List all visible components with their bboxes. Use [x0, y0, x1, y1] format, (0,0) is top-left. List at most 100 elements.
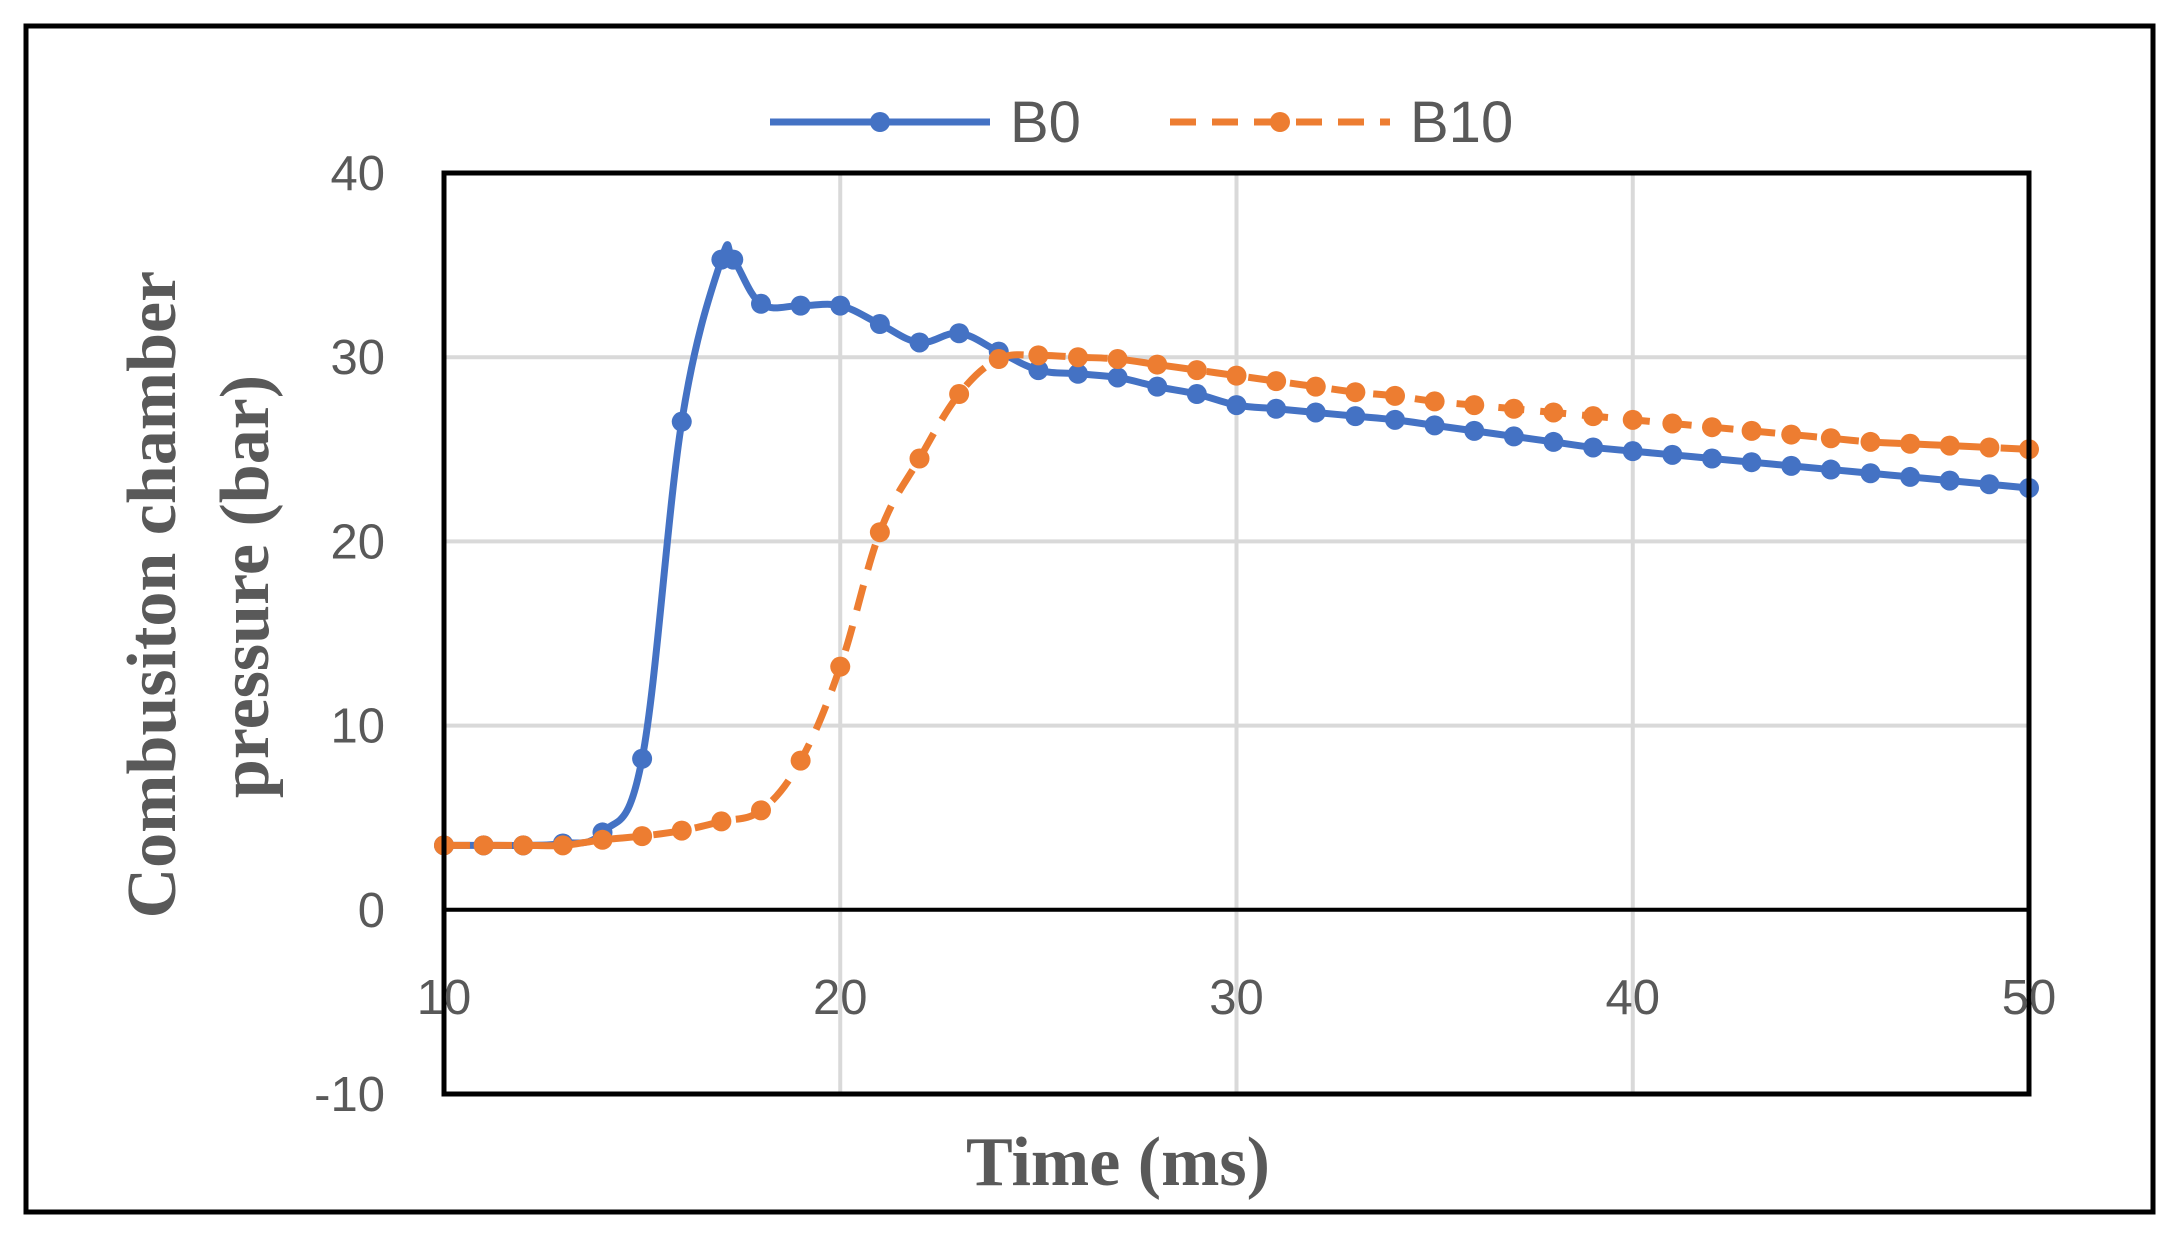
data-point-B0 [869, 314, 890, 335]
data-point-B0 [1464, 420, 1485, 441]
data-point-B0 [909, 332, 930, 353]
data-point-B0 [1385, 409, 1405, 430]
data-point-B10 [909, 448, 930, 469]
data-point-B10 [1702, 417, 1722, 438]
x-tick-label: 20 [813, 971, 868, 1025]
data-point-B0 [1702, 448, 1722, 469]
data-point-B0 [1186, 384, 1207, 405]
data-point-B0 [1622, 441, 1643, 462]
legend-item-B0: B0 [770, 90, 1081, 155]
data-point-B0 [1820, 459, 1841, 480]
data-point-B0 [1860, 463, 1881, 484]
legend-label-B10: B10 [1410, 90, 1513, 155]
data-point-B10 [473, 835, 494, 856]
data-point-B10 [1345, 382, 1366, 403]
y-tick-label: 30 [330, 331, 385, 385]
data-point-B10 [988, 349, 1009, 370]
data-point-B10 [1543, 402, 1564, 423]
legend-item-B10: B10 [1170, 90, 1513, 155]
data-point-B10 [1622, 409, 1643, 430]
data-point-B0 [632, 748, 653, 769]
data-point-B10 [1820, 428, 1841, 449]
data-point-B10 [1186, 360, 1207, 381]
data-point-B0 [1147, 376, 1168, 397]
data-point-B10 [1068, 347, 1088, 368]
data-point-B10 [1147, 354, 1168, 375]
data-point-B0 [1305, 402, 1326, 423]
data-point-B10 [513, 835, 534, 856]
data-point-B10 [949, 384, 970, 405]
data-point-B0 [751, 293, 771, 314]
data-point-B10 [1226, 365, 1247, 386]
data-point-B10 [1107, 349, 1128, 370]
x-tick-label: 50 [2002, 971, 2057, 1025]
data-point-B10 [1900, 433, 1921, 454]
data-point-B10 [711, 811, 732, 832]
data-point-B0 [1266, 398, 1287, 419]
x-axis-title: Time (ms) [966, 1124, 1270, 1201]
y-axis-title-line-2: pressure (bar) [207, 375, 284, 798]
data-point-B0 [1741, 452, 1762, 473]
data-point-B0 [949, 323, 970, 344]
data-point-B10 [830, 656, 851, 677]
data-point-B10 [671, 820, 692, 841]
data-point-B0 [1107, 367, 1128, 388]
data-point-B10 [1741, 420, 1762, 441]
data-point-B0 [1939, 470, 1960, 491]
data-point-B10 [552, 835, 573, 856]
plot-frame [441, 170, 2032, 1097]
data-point-B0 [1503, 426, 1524, 447]
data-point-B10 [751, 800, 771, 821]
legend-marker-B0 [870, 112, 890, 132]
data-point-B0 [1781, 455, 1802, 476]
y-tick-label: 10 [330, 700, 385, 754]
y-tick-label: 40 [330, 147, 385, 201]
data-point-B0 [671, 411, 692, 432]
figure-border [23, 23, 2156, 1215]
y-tick-label: 0 [358, 884, 385, 938]
data-point-B0 [723, 249, 744, 270]
data-point-B10 [1028, 345, 1049, 366]
data-point-B10 [1503, 398, 1524, 419]
x-tick-label: 10 [417, 971, 472, 1025]
data-point-B10 [790, 750, 811, 771]
data-point-B10 [1781, 424, 1802, 445]
legend: B0 B10 [770, 90, 1513, 155]
data-point-B0 [1028, 360, 1049, 381]
data-point-B10 [1266, 371, 1287, 392]
x-tick-label: 40 [1605, 971, 1660, 1025]
data-point-B10 [1464, 395, 1485, 416]
data-point-B10 [632, 826, 653, 847]
data-point-B0 [830, 295, 851, 316]
data-point-B0 [1900, 466, 1921, 487]
data-point-B0 [1424, 415, 1445, 436]
data-point-B10 [592, 829, 613, 850]
data-point-B0 [1583, 437, 1604, 458]
data-point-B10 [1662, 413, 1683, 434]
series-layer [434, 241, 2039, 856]
data-point-B10 [1979, 437, 2000, 458]
legend-marker-B10 [1270, 112, 1290, 132]
x-tick-labels: 10 20 30 40 50 [417, 971, 2057, 1025]
data-point-B0 [1226, 395, 1247, 416]
data-point-B10 [1939, 435, 1960, 456]
x-tick-label: 30 [1209, 971, 1264, 1025]
data-point-B10 [1385, 385, 1405, 406]
data-point-B10 [1424, 391, 1445, 412]
data-point-B0 [1543, 431, 1564, 452]
data-point-B0 [1662, 444, 1683, 465]
y-axis-title-line-1: Combusiton chamber [114, 272, 191, 918]
legend-label-B0: B0 [1010, 90, 1081, 155]
y-axis-title: Combusiton chamber pressure (bar) [114, 255, 284, 919]
data-point-B10 [1860, 431, 1881, 452]
y-tick-label: -10 [314, 1068, 385, 1122]
data-point-B0 [1345, 406, 1366, 427]
y-tick-label: 20 [330, 515, 385, 569]
data-point-B0 [790, 295, 811, 316]
data-point-B10 [1305, 376, 1326, 397]
data-point-B0 [1979, 474, 2000, 495]
series-B10 [434, 345, 2039, 856]
data-point-B10 [1583, 406, 1604, 427]
y-tick-labels: -10 0 10 20 30 40 [314, 147, 385, 1122]
